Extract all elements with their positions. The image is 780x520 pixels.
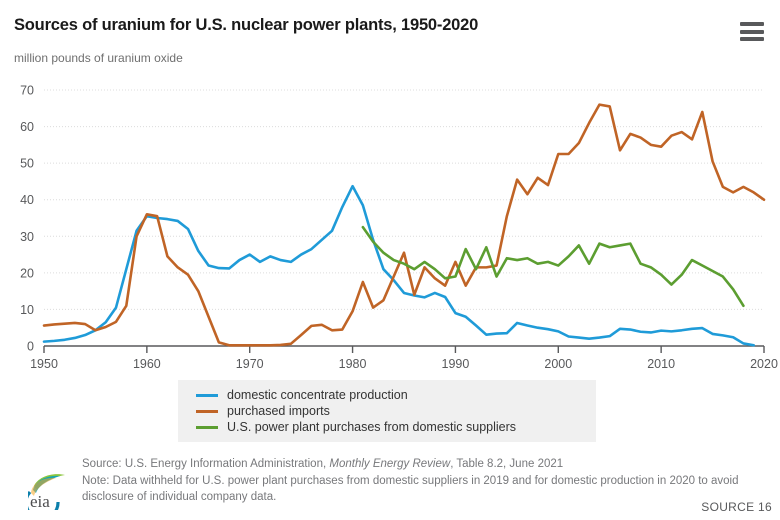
page-title: Sources of uranium for U.S. nuclear powe… bbox=[14, 16, 479, 34]
footer-note-block: Source: U.S. Energy Information Administ… bbox=[82, 456, 762, 506]
menu-bar-2 bbox=[740, 29, 764, 34]
x-tick-label-1990: 1990 bbox=[442, 357, 470, 370]
chart-subtitle: million pounds of uranium oxide bbox=[14, 51, 183, 65]
series-line-purchased-imports bbox=[42, 103, 766, 347]
chart-footer: eia Source: U.S. Energy Information Admi… bbox=[0, 452, 780, 520]
chart-plot-area: 0 10 20 30 40 50 60 70 1950 1960 1970 1980 1990 2000 2… bbox=[0, 70, 780, 371]
y-tick-label-60: 60 bbox=[20, 120, 34, 134]
series-line-domestic-concentrate-production bbox=[42, 184, 756, 347]
footer-source-line: Source: U.S. Energy Information Administ… bbox=[82, 456, 762, 473]
x-tick-label-1960: 1960 bbox=[133, 357, 161, 370]
y-tick-label-30: 30 bbox=[20, 230, 34, 244]
y-tick-label-0: 0 bbox=[27, 340, 34, 354]
svg-text:eia: eia bbox=[30, 492, 50, 510]
legend-swatch-blue bbox=[196, 393, 218, 397]
footer-source-italic: Monthly Energy Review bbox=[329, 458, 451, 470]
footer-source-suffix: , Table 8.2, June 2021 bbox=[450, 458, 564, 470]
legend-item-domestic-concentrate-production[interactable]: domestic concentrate production bbox=[196, 387, 596, 403]
legend-swatch-orange bbox=[196, 409, 218, 413]
source-tag: SOURCE 16 bbox=[701, 500, 772, 514]
eia-logo: eia bbox=[28, 474, 65, 510]
x-tick-label-1970: 1970 bbox=[236, 357, 264, 370]
y-tick-label-20: 20 bbox=[20, 266, 34, 280]
x-tick-label-1950: 1950 bbox=[30, 357, 58, 370]
menu-bar-1 bbox=[740, 22, 764, 26]
menu-bar-3 bbox=[740, 37, 764, 41]
chart-legend: domestic concentrate production purchase… bbox=[178, 380, 596, 442]
legend-label-0: domestic concentrate production bbox=[227, 388, 408, 402]
footer-source-prefix: Source: U.S. Energy Information Administ… bbox=[82, 458, 330, 470]
y-tick-label-50: 50 bbox=[20, 157, 34, 171]
line-chart-svg: 0 10 20 30 40 50 60 70 1950 1960 1970 1980 1990 2000 2… bbox=[20, 84, 778, 371]
x-tick-label-2000: 2000 bbox=[544, 357, 572, 370]
footer-data-note: Note: Data withheld for U.S. power plant… bbox=[82, 474, 739, 504]
legend-item-power-plant-purchases[interactable]: U.S. power plant purchases from domestic… bbox=[196, 419, 596, 435]
y-tick-label-70: 70 bbox=[20, 84, 34, 98]
x-tick-label-2010: 2010 bbox=[647, 357, 675, 370]
legend-swatch-green bbox=[196, 425, 218, 429]
x-tick-label-2020: 2020 bbox=[750, 357, 778, 370]
legend-label-2: U.S. power plant purchases from domestic… bbox=[227, 420, 517, 434]
hamburger-menu-icon[interactable] bbox=[740, 22, 764, 41]
legend-label-1: purchased imports bbox=[227, 404, 330, 418]
x-tick-label-1980: 1980 bbox=[339, 357, 367, 370]
legend-item-purchased-imports[interactable]: purchased imports bbox=[196, 403, 596, 419]
series-line-u-s-power-plant-purchases-from-domestic-suppliers bbox=[361, 225, 745, 308]
y-tick-label-40: 40 bbox=[20, 193, 34, 207]
y-tick-label-10: 10 bbox=[20, 303, 34, 317]
